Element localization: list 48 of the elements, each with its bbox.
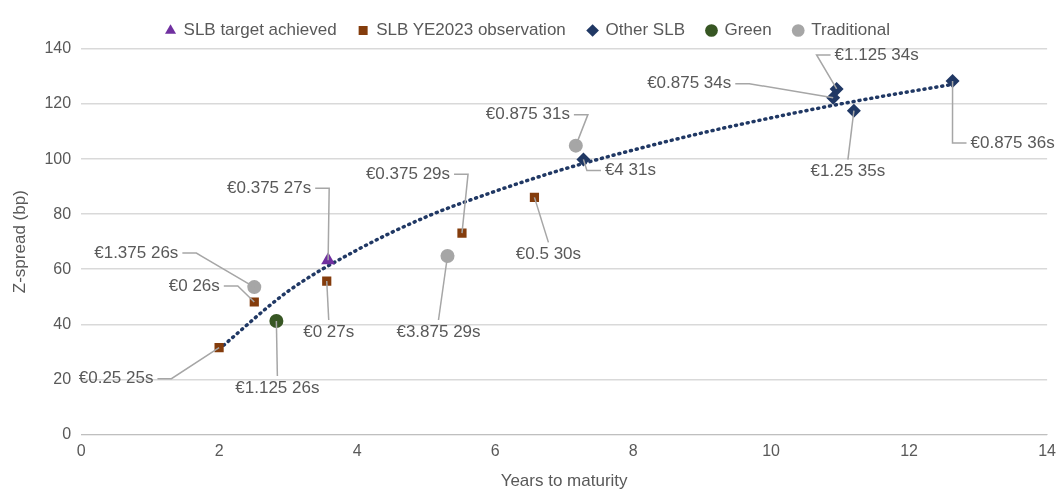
y-tick-label: 120: [44, 94, 72, 112]
x-tick-label: 6: [490, 442, 500, 460]
x-tick-label: 2: [214, 442, 224, 460]
y-tick-label: 60: [53, 259, 72, 277]
legend-label: Traditional: [811, 20, 890, 40]
x-axis-title: Years to maturity: [500, 471, 629, 491]
annotation: €3.875 29s: [396, 321, 481, 341]
point: [440, 249, 455, 264]
annotation: €0.375 29s: [365, 163, 451, 183]
annotation: €0.25 25s: [78, 368, 154, 388]
point: [576, 152, 591, 167]
y-tick-label: 100: [44, 149, 72, 167]
point: [846, 103, 861, 118]
point: [457, 228, 467, 238]
point: [945, 73, 960, 88]
y-tick-label: 20: [53, 369, 72, 387]
x-tick-label: 4: [352, 442, 362, 460]
annotation: €0.875 36s: [970, 132, 1055, 152]
legend-label: SLB target achieved: [183, 20, 337, 40]
y-axis-title: Z-spread (bp): [9, 190, 29, 294]
x-tick-label: 10: [762, 442, 781, 460]
annotation: €1.25 35s: [810, 161, 886, 181]
annotation: €1.125 26s: [235, 377, 320, 397]
y-tick-label: 0: [62, 424, 72, 442]
annotation: €0 26s: [168, 275, 220, 295]
y-tick-label: 80: [53, 204, 72, 222]
annotation: €0.875 34s: [647, 73, 732, 93]
annotation: €0 27s: [303, 321, 355, 341]
point: [322, 276, 332, 286]
y-tick-label: 140: [44, 39, 72, 57]
x-tick-label: 12: [900, 442, 919, 460]
legend-label: Green: [724, 20, 772, 40]
legend-label: SLB YE2023 observation: [376, 20, 566, 40]
y-tick-label: 40: [53, 314, 72, 332]
point: [829, 81, 844, 96]
x-tick-label: 0: [76, 442, 86, 460]
point: [269, 313, 284, 328]
point: [247, 280, 262, 295]
annotation: €0.875 31s: [485, 104, 570, 124]
x-tick-label: 14: [1038, 442, 1057, 460]
annotation: €0.5 30s: [515, 244, 582, 264]
legend-label: Other SLB: [605, 20, 685, 40]
annotation: €1.375 26s: [94, 242, 179, 262]
annotation: €4 31s: [604, 160, 656, 180]
annotation: €1.125 34s: [834, 44, 919, 64]
point: [568, 138, 583, 153]
annotation: €0.375 27s: [227, 177, 312, 197]
x-tick-label: 8: [628, 442, 638, 460]
